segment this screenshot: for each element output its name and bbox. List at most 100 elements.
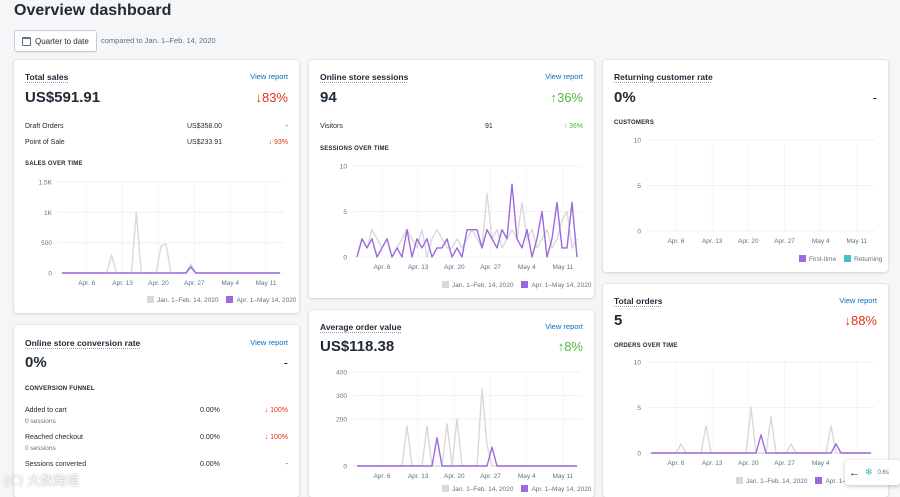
legend-previous: Jan. 1–Feb. 14, 2020	[736, 477, 807, 485]
y-tick-label: 1.5K	[39, 180, 53, 187]
calendar-icon	[22, 36, 31, 46]
chart-legend: First-time Returning	[799, 255, 882, 263]
x-tick-label: May 4	[518, 264, 536, 271]
back-arrow-icon[interactable]: ←	[849, 466, 860, 479]
x-tick-label: Apr. 13	[702, 460, 723, 467]
x-tick-label: Apr. 20	[444, 473, 465, 480]
card-title: Total sales	[25, 72, 69, 82]
y-tick-label: 0	[637, 229, 641, 236]
y-tick-label: 0	[343, 464, 347, 471]
y-tick-label: 0	[343, 255, 347, 262]
funnel-step-label: Sessions converted	[25, 461, 87, 468]
view-report-link[interactable]: View report	[545, 322, 583, 331]
legend-previous: Jan. 1–Feb. 14, 2020	[442, 281, 513, 289]
x-tick-label: May 4	[812, 460, 830, 467]
row-value: 91	[485, 123, 493, 130]
row-label: Draft Orders	[25, 123, 64, 130]
series-line-current	[651, 434, 871, 454]
chart-label: SESSIONS OVER TIME	[320, 146, 389, 152]
sessions-card: Online store sessions View report 94 ↑36…	[309, 60, 594, 298]
total-sales-change: ↓83%	[255, 90, 288, 105]
card-title: Online store conversion rate	[25, 338, 141, 348]
funnel-step-value: 0.00%	[200, 461, 220, 468]
funnel-step-value: 0.00%	[200, 407, 220, 414]
perf-toast[interactable]: ← ✻ 0.6s	[845, 460, 900, 485]
view-report-link[interactable]: View report	[250, 338, 288, 347]
row-change: ↓ 93%	[268, 139, 288, 146]
y-tick-label: 1K	[44, 210, 53, 217]
conversion-change: -	[283, 355, 288, 370]
card-title: Returning customer rate	[614, 72, 713, 82]
date-range-button[interactable]: Quarter to date	[14, 30, 97, 52]
legend-first-time: First-time	[799, 255, 836, 263]
x-tick-label: Apr. 6	[667, 238, 684, 245]
aov-value: US$118.38	[320, 338, 395, 355]
card-title: Online store sessions	[320, 72, 409, 82]
funnel-step-change: ↓ 100%	[264, 434, 288, 441]
row-label: Visitors	[320, 123, 343, 130]
date-range-label: Quarter to date	[35, 36, 89, 46]
y-tick-label: 0	[637, 451, 641, 458]
x-tick-label: May 4	[518, 473, 536, 480]
funnel-step-label: Reached checkout	[25, 434, 83, 441]
x-tick-label: Apr. 20	[148, 280, 169, 287]
total-orders-value: 5	[614, 312, 623, 329]
view-report-link[interactable]: View report	[250, 72, 288, 81]
returning-change: -	[872, 90, 877, 105]
x-tick-label: Apr. 13	[408, 473, 429, 480]
series-line-current	[357, 437, 577, 467]
row-value: US$233.91	[187, 139, 223, 146]
x-tick-label: May 11	[846, 238, 867, 245]
view-report-link[interactable]: View report	[839, 296, 877, 305]
row-label: Point of Sale	[25, 139, 65, 146]
sessions-change: ↑36%	[550, 90, 583, 105]
x-tick-label: Apr. 20	[738, 460, 759, 467]
sessions-chart: 0 5 10 Apr. 6 Apr. 13 Apr. 20 Apr. 27 May 4 May …	[340, 164, 581, 271]
sales-chart: 0 500 1K 1.5K Apr. 6 Apr. 13 Apr. 20 Apr. 27 May…	[39, 180, 284, 287]
y-tick-label: 5	[637, 183, 641, 190]
gear-icon: ✻	[865, 467, 873, 477]
series-line-previous	[357, 387, 577, 467]
y-tick-label: 5	[343, 209, 347, 216]
x-tick-label: May 4	[221, 280, 239, 287]
x-tick-label: May 4	[812, 238, 830, 245]
card-title: Average order value	[320, 322, 402, 332]
chart-label: SALES OVER TIME	[25, 161, 83, 167]
aov-card: Average order value View report US$118.3…	[309, 310, 594, 497]
x-tick-label: Apr. 6	[667, 460, 684, 467]
card-title: Total orders	[614, 296, 663, 306]
chart-legend: Jan. 1–Feb. 14, 2020 Apr. 1–May 14, 2020	[442, 485, 591, 493]
x-tick-label: Apr. 27	[480, 264, 501, 271]
y-tick-label: 200	[336, 417, 347, 424]
x-tick-label: Apr. 13	[112, 280, 133, 287]
funnel-label: CONVERSION FUNNEL	[25, 386, 95, 392]
chart-legend: Jan. 1–Feb. 14, 2020 Apr. 1–May 14, 2020	[442, 281, 591, 289]
sessions-value: 94	[320, 89, 337, 106]
customers-chart: 0 5 10 Apr. 6 Apr. 13 Apr. 20 Apr. 27 May 4 May …	[634, 138, 875, 245]
chart-label: ORDERS OVER TIME	[614, 343, 678, 349]
legend-returning: Returning	[844, 255, 882, 263]
y-tick-label: 500	[41, 240, 52, 247]
x-tick-label: Apr. 20	[738, 238, 759, 245]
x-tick-label: Apr. 13	[408, 264, 429, 271]
legend-current: Apr. 1–May 14, 2020	[521, 281, 591, 289]
series-line-current	[356, 183, 578, 258]
returning-value: 0%	[614, 89, 636, 106]
x-tick-label: Apr. 6	[78, 280, 95, 287]
total-orders-card: Total orders View report 5 ↓88% ORDERS O…	[603, 284, 888, 497]
funnel-step-label: Added to cart	[25, 407, 67, 414]
watermark: (C) 大数跨境	[4, 474, 80, 489]
y-tick-label: 10	[634, 138, 642, 145]
chart-label: CUSTOMERS	[614, 120, 655, 126]
aov-change: ↑8%	[557, 339, 583, 354]
total-sales-card: Total sales View report US$591.91 ↓83% D…	[14, 60, 299, 313]
funnel-step-change: ↓ 100%	[264, 407, 288, 414]
total-sales-value: US$591.91	[25, 89, 101, 106]
funnel-step-change: -	[285, 461, 288, 468]
view-report-link[interactable]: View report	[545, 72, 583, 81]
total-orders-change: ↓88%	[844, 313, 877, 328]
x-tick-label: May 11	[552, 264, 573, 271]
y-tick-label: 10	[340, 164, 348, 171]
funnel-step-value: 0.00%	[200, 434, 220, 441]
x-tick-label: Apr. 13	[702, 238, 723, 245]
